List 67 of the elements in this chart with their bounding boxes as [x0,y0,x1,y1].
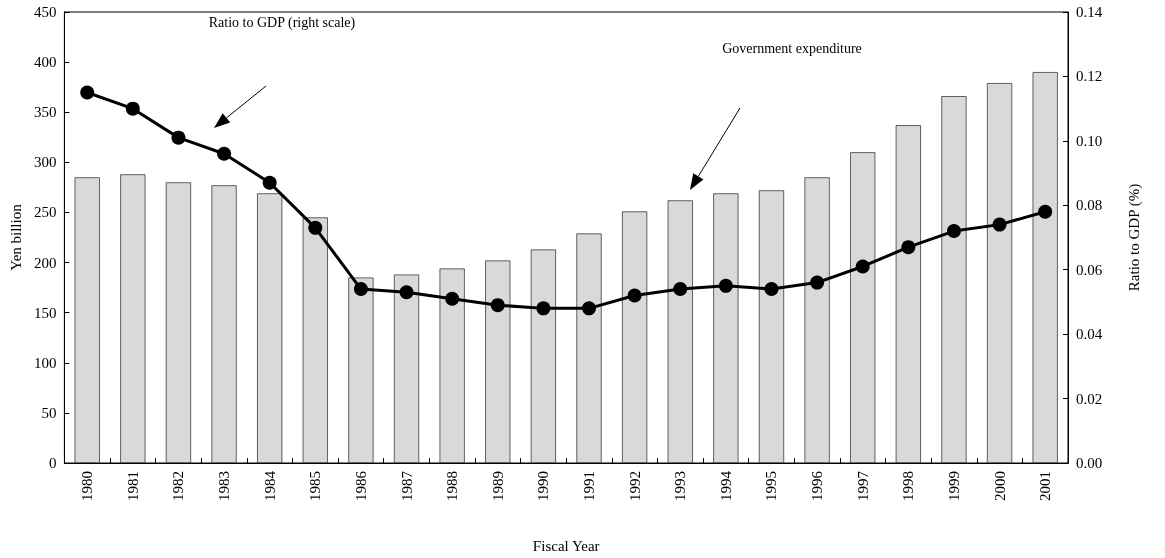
x-tick-label: 1980 [79,471,96,501]
y2-tick-label: 0.00 [1076,455,1103,471]
x-tick-label: 1991 [581,471,598,501]
y-tick-label: 0 [48,455,57,471]
point [125,101,140,116]
point [171,130,186,145]
y-tick-label: 350 [33,104,57,121]
point [399,285,414,300]
y-tick-label: 150 [33,304,57,321]
point [536,301,551,316]
point [992,217,1007,232]
point [353,282,368,297]
y2-tick-label: 0.06 [1076,261,1103,278]
point [262,175,277,190]
y2-tick-label: 0.04 [1076,326,1103,343]
x-tick-label: 2000 [991,471,1008,501]
x-tick-label: 1984 [261,470,278,501]
y-tick-label: 450 [33,4,57,20]
y-tick-label: 200 [33,254,57,271]
point [80,85,95,100]
y-tick-label: 400 [33,54,57,71]
point [445,291,460,306]
y2-tick-label: 0.10 [1076,132,1103,149]
x-tick-label: 1992 [626,471,643,501]
x-tick-label: 1998 [900,471,917,501]
x-tick-label: 1982 [170,471,187,501]
x-tick-label: 1990 [535,471,552,501]
x-tick-label: 1995 [763,471,780,501]
x-tick-label: 1996 [809,470,826,501]
point [308,220,323,235]
point [855,259,870,274]
point [582,301,597,316]
point [810,275,825,290]
point [901,240,916,255]
y-tick-label: 250 [33,204,57,221]
x-tick-label: 1989 [489,471,506,501]
x-tick-label: 1986 [352,470,369,501]
x-tick-label: 1993 [672,471,689,501]
y-tick-label: 300 [33,154,57,171]
x-axis-title: Fiscal Year [532,537,600,554]
y2-tick-label: 0.14 [1076,4,1103,20]
annotation: Ratio to GDP (right scale) [208,14,356,31]
x-tick-label: 1999 [945,471,962,501]
point [1038,204,1053,219]
y-tick-label: 50 [41,404,57,421]
point [673,282,688,297]
x-tick-label: 1981 [124,471,141,501]
x-tick-label: 1988 [444,471,461,501]
point [718,278,733,293]
x-tick-label: 1987 [398,470,415,501]
x-tick-label: 1985 [307,471,324,501]
point [490,298,505,313]
point [946,224,961,239]
y-tick-label: 100 [33,354,57,371]
point [217,146,232,161]
point [764,282,779,297]
x-tick-label: 2001 [1037,471,1054,501]
y2-tick-label: 0.02 [1076,390,1103,407]
x-tick-label: 1994 [717,470,734,501]
y2-tick-label: 0.12 [1076,68,1103,85]
y2-tick-label: 0.08 [1076,197,1103,214]
x-tick-label: 1983 [216,471,233,501]
x-tick-label: 1997 [854,470,871,501]
y2-axis-title: Ratio to GDP (%) [1125,183,1143,292]
point [627,288,642,303]
annotation: Government expenditure [722,40,862,56]
y-axis-title: Yen billion [7,203,24,271]
